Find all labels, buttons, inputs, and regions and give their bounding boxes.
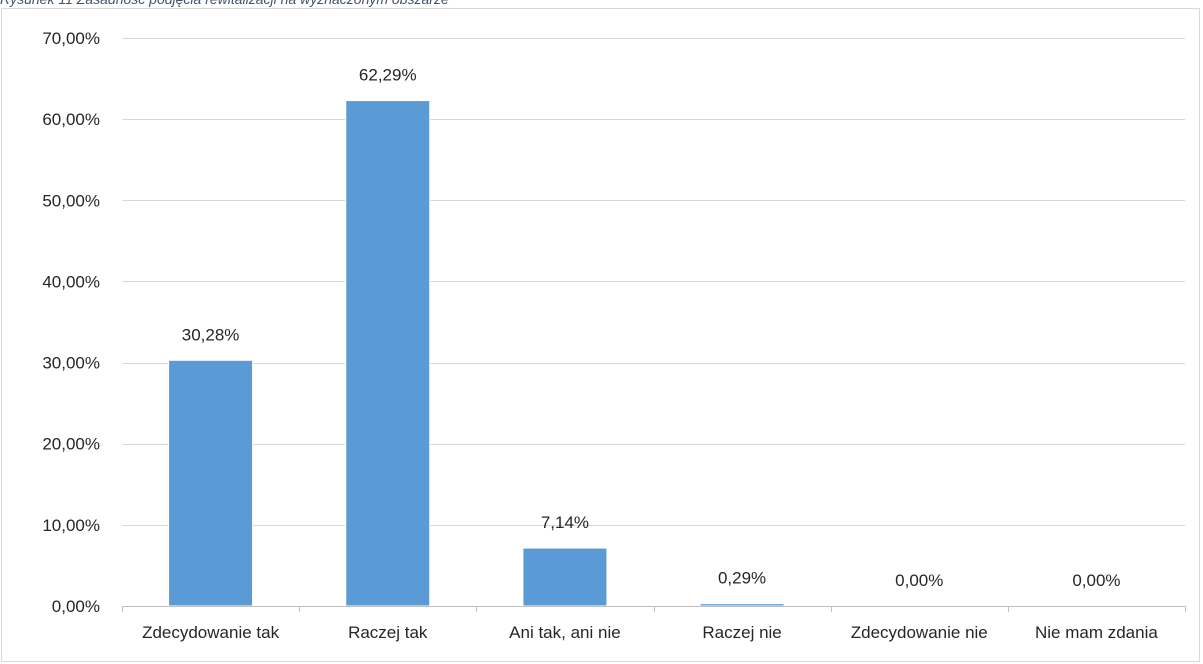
y-tick-label: 30,00%: [42, 354, 100, 373]
data-label: 7,14%: [541, 513, 589, 532]
data-label: 0,00%: [895, 571, 943, 590]
data-label: 0,00%: [1072, 571, 1120, 590]
x-category-label: Ani tak, ani nie: [509, 623, 621, 642]
y-tick-label: 40,00%: [42, 272, 100, 291]
y-tick-label: 70,00%: [42, 29, 100, 48]
bar: [168, 359, 254, 607]
x-category-label: Raczej nie: [702, 623, 781, 642]
bar: [699, 603, 785, 607]
data-label: 30,28%: [182, 325, 240, 344]
figure-caption: Rysunek 11 Zasadność podjęcia rewitaliza…: [0, 0, 1203, 9]
y-tick-label: 10,00%: [42, 516, 100, 535]
x-category-label: Zdecydowanie tak: [142, 623, 280, 642]
y-tick-label: 60,00%: [42, 110, 100, 129]
x-category-label: Nie mam zdania: [1035, 623, 1158, 642]
bar: [345, 100, 431, 607]
bar: [522, 547, 608, 607]
y-tick-label: 0,00%: [52, 597, 100, 616]
x-category-label: Zdecydowanie nie: [851, 623, 988, 642]
y-tick-label: 50,00%: [42, 191, 100, 210]
data-label: 0,29%: [718, 569, 766, 588]
data-label: 62,29%: [359, 66, 417, 85]
y-tick-label: 20,00%: [42, 435, 100, 454]
x-category-label: Raczej tak: [348, 623, 428, 642]
